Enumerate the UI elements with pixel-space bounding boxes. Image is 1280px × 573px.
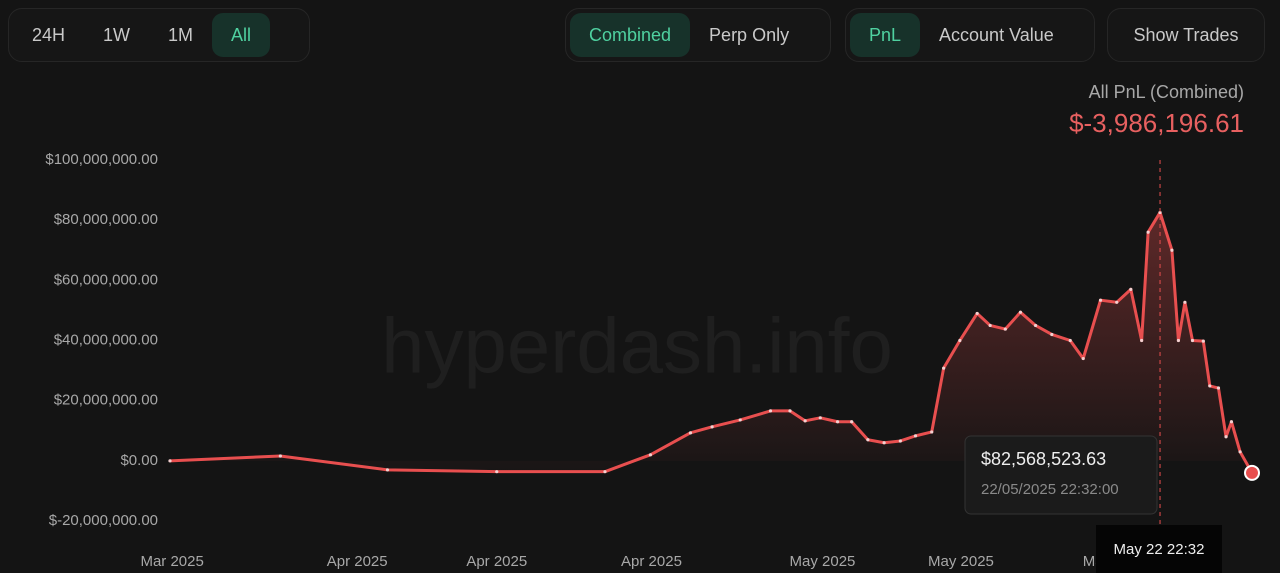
point bbox=[788, 409, 792, 413]
point bbox=[1140, 338, 1144, 343]
x-tick-label: May 2025 bbox=[928, 553, 994, 570]
point bbox=[1229, 420, 1234, 424]
point bbox=[958, 338, 962, 343]
point bbox=[942, 366, 946, 370]
x-tick-label: Apr 2025 bbox=[327, 553, 388, 570]
point bbox=[1034, 323, 1038, 328]
range-group: 24H 1W 1M All bbox=[8, 8, 310, 62]
point bbox=[710, 425, 714, 429]
toggle-button[interactable]: 1W bbox=[103, 25, 131, 45]
point bbox=[988, 323, 992, 328]
point bbox=[1158, 210, 1162, 215]
mode-group: Combined Perp Only bbox=[565, 8, 831, 62]
point bbox=[1176, 338, 1181, 343]
point bbox=[913, 434, 918, 438]
point bbox=[866, 438, 870, 442]
trades-group: Show Trades bbox=[1107, 8, 1265, 62]
point bbox=[1238, 450, 1242, 454]
point bbox=[898, 439, 902, 443]
toggle-button[interactable]: All bbox=[212, 13, 271, 57]
point bbox=[495, 470, 499, 474]
point bbox=[1068, 338, 1072, 343]
y-tick-label: $80,000,000.00 bbox=[54, 211, 158, 228]
y-tick-label: $-20,000,000.00 bbox=[49, 512, 158, 529]
summary-value: $-3,986,196.61 bbox=[1069, 108, 1244, 138]
point bbox=[385, 468, 390, 472]
toggle-button[interactable]: 1M bbox=[168, 25, 194, 45]
point bbox=[1183, 300, 1187, 304]
point bbox=[1050, 332, 1054, 337]
point bbox=[803, 419, 807, 423]
toggle-button[interactable]: PnL bbox=[850, 13, 921, 57]
tooltip-box bbox=[964, 435, 1158, 515]
point bbox=[850, 420, 854, 424]
toggle-button[interactable]: Account Value bbox=[939, 25, 1054, 45]
x-tick-label: Mar 2025 bbox=[140, 553, 203, 570]
y-tick-label: $100,000,000.00 bbox=[45, 151, 158, 168]
point bbox=[1115, 300, 1119, 304]
point bbox=[818, 416, 822, 420]
point bbox=[688, 431, 693, 435]
y-tick-label: $0.00 bbox=[120, 452, 158, 469]
x-tick-label: Apr 2025 bbox=[621, 553, 682, 570]
point bbox=[768, 409, 773, 413]
point bbox=[278, 454, 282, 458]
y-tick-label: $40,000,000.00 bbox=[54, 331, 158, 348]
point bbox=[975, 311, 979, 316]
point bbox=[1170, 248, 1174, 252]
tooltip-value: $82,568,523.63 bbox=[981, 449, 1106, 469]
point bbox=[1224, 435, 1228, 439]
point bbox=[738, 418, 742, 422]
point bbox=[168, 459, 172, 463]
point bbox=[1003, 327, 1007, 331]
x-tick-label: Apr 2025 bbox=[466, 553, 527, 570]
point bbox=[603, 470, 607, 474]
toggle-button[interactable]: 24H bbox=[32, 25, 66, 45]
point bbox=[1129, 287, 1133, 291]
tooltip-time: 22/05/2025 22:32:00 bbox=[981, 481, 1119, 498]
toggle-button[interactable]: Combined bbox=[570, 13, 691, 57]
x-tick-label: May 2025 bbox=[790, 553, 856, 570]
point bbox=[835, 420, 840, 424]
point bbox=[930, 430, 934, 434]
crosshair-label: May 22 22:32 bbox=[1114, 541, 1205, 558]
y-tick-label: $20,000,000.00 bbox=[54, 392, 158, 409]
point bbox=[1098, 298, 1103, 302]
y-tick-label: $60,000,000.00 bbox=[54, 271, 158, 288]
point bbox=[882, 441, 886, 445]
show-trades-button[interactable]: Show Trades bbox=[1133, 25, 1239, 45]
point bbox=[1208, 384, 1212, 388]
point bbox=[1201, 339, 1205, 343]
point bbox=[648, 453, 653, 457]
point bbox=[1216, 386, 1221, 390]
crosshair-label-box bbox=[1096, 525, 1222, 573]
watermark: hyperdash.info bbox=[381, 302, 893, 390]
point bbox=[1244, 464, 1260, 481]
point bbox=[1190, 338, 1195, 343]
metric-group: PnL Account Value bbox=[845, 8, 1095, 62]
point bbox=[1081, 356, 1085, 361]
toggle-button[interactable]: Perp Only bbox=[709, 25, 790, 45]
area bbox=[170, 212, 1252, 473]
point bbox=[1146, 230, 1150, 234]
point bbox=[1018, 310, 1023, 314]
summary-label: All PnL (Combined) bbox=[1089, 82, 1244, 102]
